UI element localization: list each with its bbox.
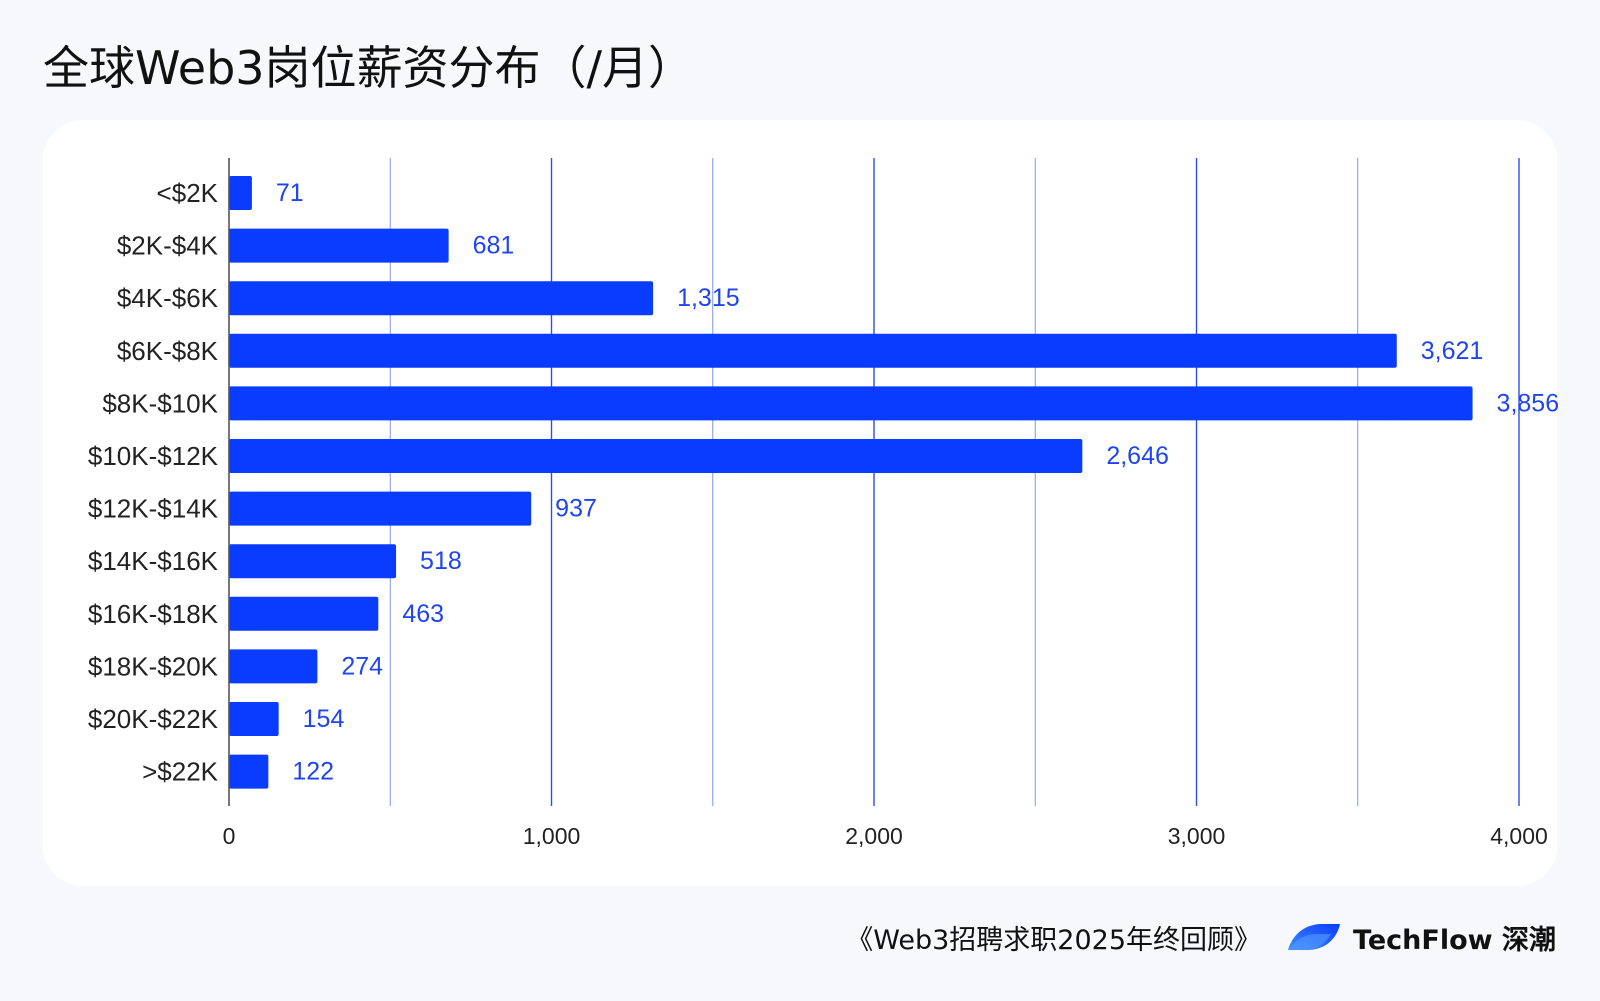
logo-wing-highlight <box>1288 934 1332 950</box>
value-label: 518 <box>420 547 462 575</box>
category-label: >$22K <box>142 757 219 787</box>
bar <box>229 754 269 789</box>
bar <box>229 491 532 526</box>
x-tick-label: 4,000 <box>1490 823 1548 849</box>
bar <box>229 176 252 210</box>
brand-name: TechFlow 深潮 <box>1353 924 1556 956</box>
value-label: 3,856 <box>1497 389 1560 417</box>
techflow-leaf-icon <box>1288 924 1341 950</box>
category-label: $16K-$18K <box>88 599 219 629</box>
category-label: $2K-$4K <box>117 231 219 261</box>
bar <box>229 649 318 684</box>
value-label: 463 <box>402 600 444 628</box>
bar <box>229 596 379 631</box>
value-label: 122 <box>292 758 334 786</box>
value-label: 937 <box>555 495 597 523</box>
bar <box>229 439 1083 473</box>
category-label: $14K-$16K <box>88 546 219 576</box>
category-label: $10K-$12K <box>88 441 219 471</box>
bar <box>229 702 279 736</box>
x-tick-label: 1,000 <box>523 823 581 849</box>
category-label: $12K-$14K <box>88 494 219 524</box>
value-label: 3,621 <box>1421 337 1484 365</box>
category-label: $6K-$8K <box>117 336 219 366</box>
bar <box>229 228 449 263</box>
source-citation: 《Web3招聘求职2025年终回顾》 <box>846 924 1262 956</box>
x-tick-label: 2,000 <box>845 823 903 849</box>
page-title: 全球Web3岗位薪资分布（/月） <box>43 41 695 95</box>
x-tick-label: 0 <box>223 823 236 849</box>
value-label: 681 <box>473 232 515 260</box>
category-label: $8K-$10K <box>102 388 218 418</box>
bar <box>229 333 1397 368</box>
value-label: 2,646 <box>1106 442 1169 470</box>
value-label: 154 <box>303 705 345 733</box>
value-label: 1,315 <box>677 284 740 312</box>
footer: 《Web3招聘求职2025年终回顾》 TechFlow 深潮 <box>846 916 1556 958</box>
bar <box>229 544 397 579</box>
category-label: $4K-$6K <box>117 283 219 313</box>
bar <box>229 386 1473 421</box>
x-tick-label: 3,000 <box>1168 823 1226 849</box>
value-label: 274 <box>341 652 383 680</box>
category-label: $18K-$20K <box>88 651 219 681</box>
category-label: <$2K <box>157 178 219 208</box>
category-label: $20K-$22K <box>88 704 219 734</box>
value-label: 71 <box>276 179 304 207</box>
bar <box>229 281 654 316</box>
